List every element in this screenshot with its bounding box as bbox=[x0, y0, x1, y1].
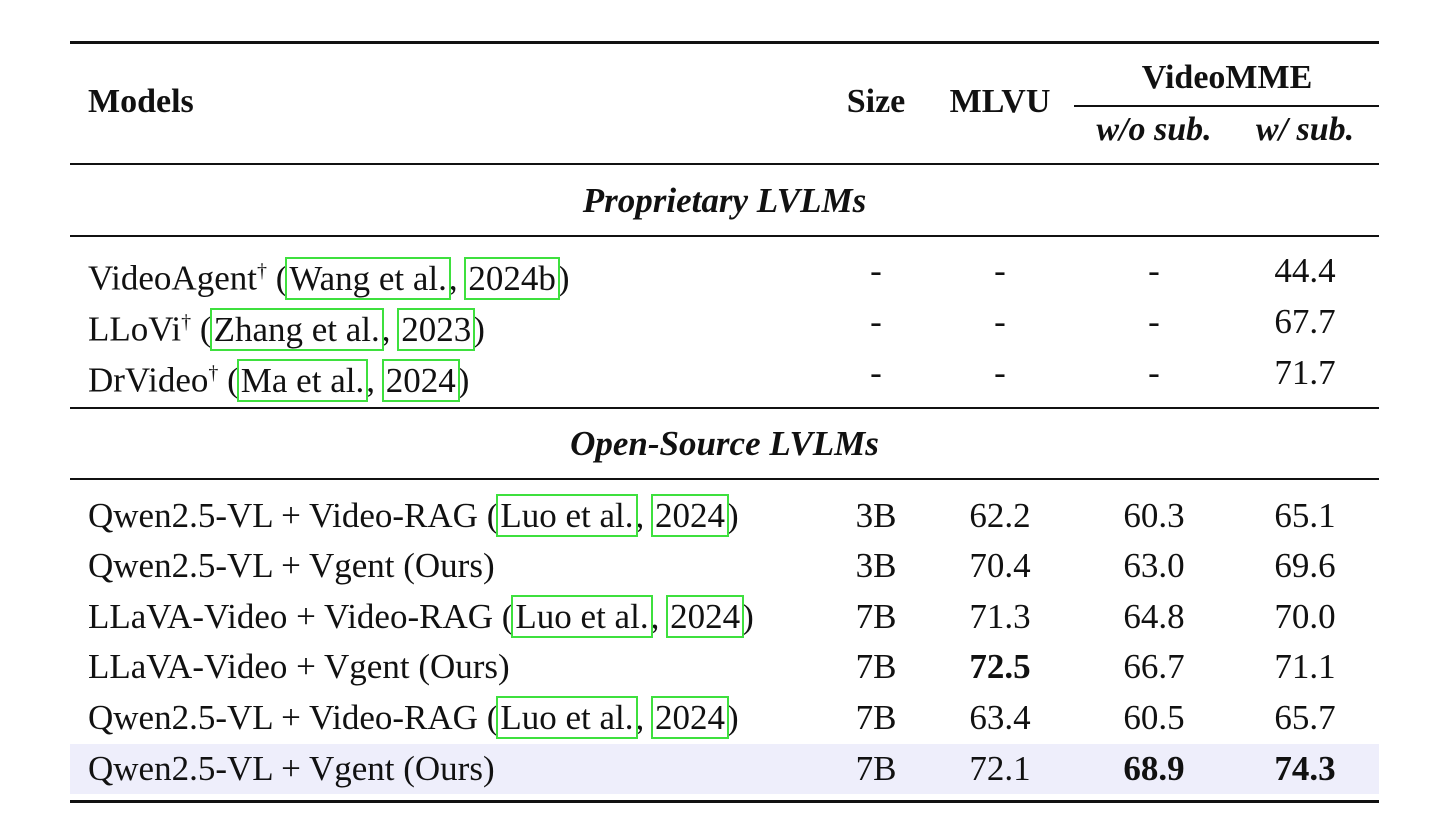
citation-year-link[interactable]: 2024 bbox=[651, 696, 730, 739]
citation-year-link[interactable]: 2023 bbox=[397, 307, 476, 351]
mlvu-cell: 62.2 bbox=[969, 496, 1031, 535]
header-rule bbox=[70, 163, 1379, 165]
header-wo-sub: w/o sub. bbox=[1096, 111, 1212, 148]
model-name: Qwen2.5-VL + Video-RAG (Luo et al., 2024… bbox=[88, 696, 739, 739]
wo-sub-cell: 63.0 bbox=[1123, 546, 1185, 585]
citation-year-link[interactable]: 2024 bbox=[651, 494, 730, 537]
size-cell: 7B bbox=[855, 597, 897, 636]
citation-year-link[interactable]: 2024b bbox=[464, 256, 560, 300]
header-w-sub: w/ sub. bbox=[1255, 111, 1355, 148]
model-name: LLaVA-Video + Vgent (Ours) bbox=[88, 647, 510, 686]
wo-sub-cell: 60.3 bbox=[1123, 496, 1185, 535]
wo-sub-cell: - bbox=[1148, 353, 1160, 392]
citation-link[interactable]: Zhang et al. bbox=[209, 307, 384, 351]
top-rule bbox=[70, 41, 1379, 44]
header-videomme: VideoMME bbox=[1141, 59, 1313, 96]
mlvu-cell: 71.3 bbox=[969, 597, 1031, 636]
citation-link[interactable]: Wang et al. bbox=[285, 256, 451, 300]
highlight-row bbox=[70, 744, 1379, 794]
size-cell: 7B bbox=[855, 647, 897, 686]
mlvu-cell: - bbox=[994, 302, 1006, 341]
model-name: Qwen2.5-VL + Vgent (Ours) bbox=[88, 749, 495, 788]
model-name: VideoAgent† (Wang et al., 2024b) bbox=[88, 256, 570, 300]
videomme-rule bbox=[1074, 105, 1379, 107]
mlvu-cell: 72.1 bbox=[969, 749, 1031, 788]
model-name: Qwen2.5-VL + Video-RAG (Luo et al., 2024… bbox=[88, 494, 739, 537]
size-cell: 7B bbox=[855, 749, 897, 788]
section-proprietary: Proprietary LVLMs bbox=[582, 181, 867, 220]
w-sub-cell: 65.1 bbox=[1274, 496, 1336, 535]
w-sub-cell: 70.0 bbox=[1274, 597, 1336, 636]
wo-sub-cell: - bbox=[1148, 302, 1160, 341]
mlvu-cell: 70.4 bbox=[969, 546, 1031, 585]
size-cell: 3B bbox=[855, 496, 897, 535]
size-cell: - bbox=[870, 251, 882, 290]
wo-sub-cell: 66.7 bbox=[1123, 647, 1185, 686]
w-sub-cell: 71.1 bbox=[1274, 647, 1336, 686]
citation-link[interactable]: Ma et al. bbox=[236, 358, 369, 402]
size-cell: - bbox=[870, 353, 882, 392]
section1-rule bbox=[70, 235, 1379, 237]
w-sub-cell: 71.7 bbox=[1274, 353, 1336, 392]
size-cell: - bbox=[870, 302, 882, 341]
model-name: LLaVA-Video + Video-RAG (Luo et al., 202… bbox=[88, 595, 754, 638]
citation-link[interactable]: Luo et al. bbox=[496, 494, 638, 537]
section2-rule bbox=[70, 478, 1379, 480]
mlvu-cell: 63.4 bbox=[969, 698, 1031, 737]
bottom-rule bbox=[70, 800, 1379, 803]
w-sub-cell: 44.4 bbox=[1274, 251, 1336, 290]
w-sub-cell: 69.6 bbox=[1274, 546, 1336, 585]
w-sub-cell: 65.7 bbox=[1274, 698, 1336, 737]
wo-sub-cell: 64.8 bbox=[1123, 597, 1185, 636]
model-name: LLoVi† (Zhang et al., 2023) bbox=[88, 307, 485, 351]
mlvu-cell: - bbox=[994, 353, 1006, 392]
model-name: DrVideo† (Ma et al., 2024) bbox=[88, 358, 470, 402]
mlvu-cell-best: 72.5 bbox=[969, 647, 1031, 686]
wo-sub-cell: - bbox=[1148, 251, 1160, 290]
w-sub-cell-best: 74.3 bbox=[1274, 749, 1336, 788]
section-open-source: Open-Source LVLMs bbox=[570, 424, 879, 463]
mid-rule bbox=[70, 407, 1379, 409]
citation-year-link[interactable]: 2024 bbox=[381, 358, 460, 402]
wo-sub-cell: 60.5 bbox=[1123, 698, 1185, 737]
header-mlvu: MLVU bbox=[949, 83, 1051, 120]
header-size: Size bbox=[846, 83, 906, 120]
wo-sub-cell-best: 68.9 bbox=[1123, 749, 1185, 788]
header-models: Models bbox=[88, 83, 194, 120]
mlvu-cell: - bbox=[994, 251, 1006, 290]
model-name: Qwen2.5-VL + Vgent (Ours) bbox=[88, 546, 495, 585]
size-cell: 7B bbox=[855, 698, 897, 737]
citation-year-link[interactable]: 2024 bbox=[666, 595, 745, 638]
size-cell: 3B bbox=[855, 546, 897, 585]
citation-link[interactable]: Luo et al. bbox=[511, 595, 653, 638]
citation-link[interactable]: Luo et al. bbox=[496, 696, 638, 739]
w-sub-cell: 67.7 bbox=[1274, 302, 1336, 341]
